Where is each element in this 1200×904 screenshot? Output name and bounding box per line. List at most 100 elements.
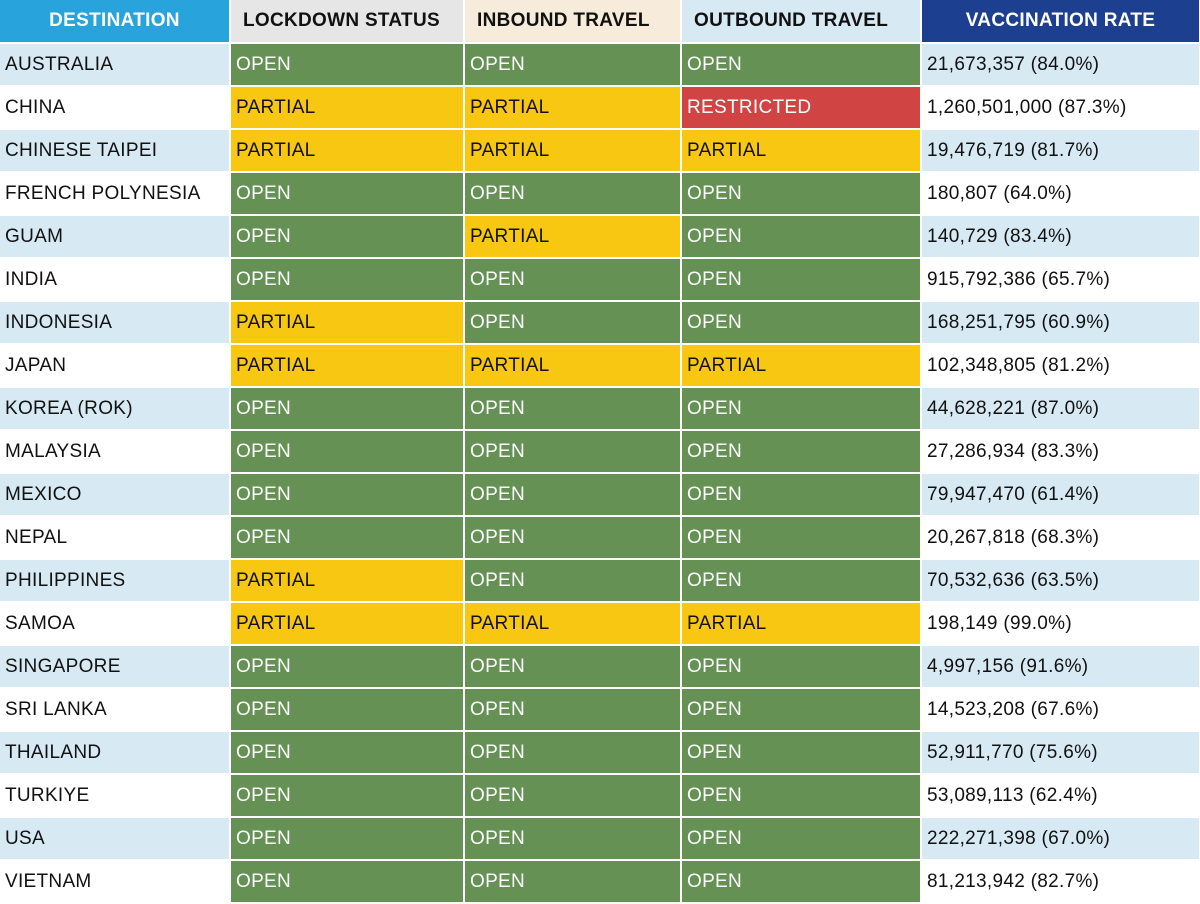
vaccination-rate-cell: 19,476,719 (81.7%) xyxy=(921,129,1200,173)
lockdown-status-cell: OPEN xyxy=(230,258,465,302)
header-destination: DESTINATION xyxy=(0,0,231,44)
destination-cell: THAILAND xyxy=(0,731,231,775)
lockdown-status-cell: OPEN xyxy=(230,817,465,861)
inbound-travel-cell: OPEN xyxy=(464,516,682,560)
vaccination-rate-cell: 14,523,208 (67.6%) xyxy=(921,688,1200,732)
table-row: MEXICO OPEN OPEN OPEN 79,947,470 (61.4%) xyxy=(0,473,1200,517)
vaccination-rate-cell: 102,348,805 (81.2%) xyxy=(921,344,1200,388)
inbound-travel-cell: OPEN xyxy=(464,258,682,302)
destination-cell: CHINA xyxy=(0,86,231,130)
outbound-travel-cell: OPEN xyxy=(681,817,922,861)
table-row: THAILAND OPEN OPEN OPEN 52,911,770 (75.6%) xyxy=(0,731,1200,775)
lockdown-status-cell: OPEN xyxy=(230,688,465,732)
vaccination-rate-cell: 53,089,113 (62.4%) xyxy=(921,774,1200,818)
inbound-travel-cell: OPEN xyxy=(464,387,682,431)
outbound-travel-cell: OPEN xyxy=(681,301,922,345)
table-row: SRI LANKA OPEN OPEN OPEN 14,523,208 (67.6%) xyxy=(0,688,1200,732)
inbound-travel-cell: OPEN xyxy=(464,172,682,216)
table-row: INDIA OPEN OPEN OPEN 915,792,386 (65.7%) xyxy=(0,258,1200,302)
lockdown-status-cell: OPEN xyxy=(230,645,465,689)
header-outbound-travel: OUTBOUND TRAVEL xyxy=(681,0,922,44)
outbound-travel-cell: OPEN xyxy=(681,774,922,818)
header-lockdown-status: LOCKDOWN STATUS xyxy=(230,0,465,44)
table-row: KOREA (ROK) OPEN OPEN OPEN 44,628,221 (87.0%… xyxy=(0,387,1200,431)
inbound-travel-cell: PARTIAL xyxy=(464,86,682,130)
lockdown-status-cell: OPEN xyxy=(230,774,465,818)
outbound-travel-cell: RESTRICTED xyxy=(681,86,922,130)
inbound-travel-cell: OPEN xyxy=(464,430,682,474)
destination-cell: CHINESE TAIPEI xyxy=(0,129,231,173)
inbound-travel-cell: OPEN xyxy=(464,645,682,689)
table-row: CHINESE TAIPEI PARTIAL PARTIAL PARTIAL 19,47… xyxy=(0,129,1200,173)
destination-cell: PHILIPPINES xyxy=(0,559,231,603)
destination-cell: SINGAPORE xyxy=(0,645,231,689)
lockdown-status-cell: PARTIAL xyxy=(230,301,465,345)
lockdown-status-cell: PARTIAL xyxy=(230,602,465,646)
inbound-travel-cell: OPEN xyxy=(464,43,682,87)
table-header-row: DESTINATION LOCKDOWN STATUS INBOUND TRAV… xyxy=(0,0,1200,44)
table-row: MALAYSIA OPEN OPEN OPEN 27,286,934 (83.3%) xyxy=(0,430,1200,474)
outbound-travel-cell: PARTIAL xyxy=(681,344,922,388)
inbound-travel-cell: OPEN xyxy=(464,774,682,818)
outbound-travel-cell: OPEN xyxy=(681,645,922,689)
outbound-travel-cell: OPEN xyxy=(681,473,922,517)
vaccination-rate-cell: 198,149 (99.0%) xyxy=(921,602,1200,646)
destination-cell: SRI LANKA xyxy=(0,688,231,732)
vaccination-rate-cell: 79,947,470 (61.4%) xyxy=(921,473,1200,517)
inbound-travel-cell: PARTIAL xyxy=(464,344,682,388)
lockdown-status-cell: PARTIAL xyxy=(230,129,465,173)
table-row: JAPAN PARTIAL PARTIAL PARTIAL 102,348,805 (8… xyxy=(0,344,1200,388)
inbound-travel-cell: OPEN xyxy=(464,688,682,732)
table-row: FRENCH POLYNESIA OPEN OPEN OPEN 180,807 (64.… xyxy=(0,172,1200,216)
destination-cell: JAPAN xyxy=(0,344,231,388)
destination-cell: VIETNAM xyxy=(0,860,231,904)
vaccination-rate-cell: 168,251,795 (60.9%) xyxy=(921,301,1200,345)
table-row: USA OPEN OPEN OPEN 222,271,398 (67.0%) xyxy=(0,817,1200,861)
lockdown-status-cell: PARTIAL xyxy=(230,86,465,130)
vaccination-rate-cell: 70,532,636 (63.5%) xyxy=(921,559,1200,603)
destination-cell: INDIA xyxy=(0,258,231,302)
lockdown-status-cell: OPEN xyxy=(230,172,465,216)
lockdown-status-cell: OPEN xyxy=(230,387,465,431)
outbound-travel-cell: OPEN xyxy=(681,688,922,732)
destination-cell: KOREA (ROK) xyxy=(0,387,231,431)
destination-cell: USA xyxy=(0,817,231,861)
header-inbound-travel: INBOUND TRAVEL xyxy=(464,0,682,44)
lockdown-status-cell: OPEN xyxy=(230,860,465,904)
vaccination-rate-cell: 4,997,156 (91.6%) xyxy=(921,645,1200,689)
vaccination-rate-cell: 81,213,942 (82.7%) xyxy=(921,860,1200,904)
outbound-travel-cell: OPEN xyxy=(681,387,922,431)
vaccination-rate-cell: 140,729 (83.4%) xyxy=(921,215,1200,259)
table-row: AUSTRALIA OPEN OPEN OPEN 21,673,357 (84.0%) xyxy=(0,43,1200,87)
inbound-travel-cell: OPEN xyxy=(464,301,682,345)
inbound-travel-cell: OPEN xyxy=(464,860,682,904)
lockdown-status-cell: OPEN xyxy=(230,473,465,517)
destination-cell: MEXICO xyxy=(0,473,231,517)
lockdown-status-cell: PARTIAL xyxy=(230,559,465,603)
table-row: CHINA PARTIAL PARTIAL RESTRICTED 1,260,501,0… xyxy=(0,86,1200,130)
table-body: AUSTRALIA OPEN OPEN OPEN 21,673,357 (84.0%) C… xyxy=(0,43,1200,904)
vaccination-rate-cell: 915,792,386 (65.7%) xyxy=(921,258,1200,302)
outbound-travel-cell: OPEN xyxy=(681,215,922,259)
destination-cell: SAMOA xyxy=(0,602,231,646)
destination-cell: MALAYSIA xyxy=(0,430,231,474)
table-row: INDONESIA PARTIAL OPEN OPEN 168,251,795 (60.… xyxy=(0,301,1200,345)
inbound-travel-cell: PARTIAL xyxy=(464,129,682,173)
destination-cell: NEPAL xyxy=(0,516,231,560)
vaccination-rate-cell: 44,628,221 (87.0%) xyxy=(921,387,1200,431)
table-row: TURKIYE OPEN OPEN OPEN 53,089,113 (62.4%) xyxy=(0,774,1200,818)
outbound-travel-cell: OPEN xyxy=(681,172,922,216)
outbound-travel-cell: OPEN xyxy=(681,258,922,302)
table-row: SAMOA PARTIAL PARTIAL PARTIAL 198,149 (99.0%… xyxy=(0,602,1200,646)
outbound-travel-cell: OPEN xyxy=(681,860,922,904)
inbound-travel-cell: PARTIAL xyxy=(464,602,682,646)
outbound-travel-cell: PARTIAL xyxy=(681,602,922,646)
vaccination-rate-cell: 27,286,934 (83.3%) xyxy=(921,430,1200,474)
outbound-travel-cell: OPEN xyxy=(681,516,922,560)
destination-cell: INDONESIA xyxy=(0,301,231,345)
inbound-travel-cell: OPEN xyxy=(464,731,682,775)
vaccination-rate-cell: 52,911,770 (75.6%) xyxy=(921,731,1200,775)
inbound-travel-cell: OPEN xyxy=(464,473,682,517)
inbound-travel-cell: PARTIAL xyxy=(464,215,682,259)
